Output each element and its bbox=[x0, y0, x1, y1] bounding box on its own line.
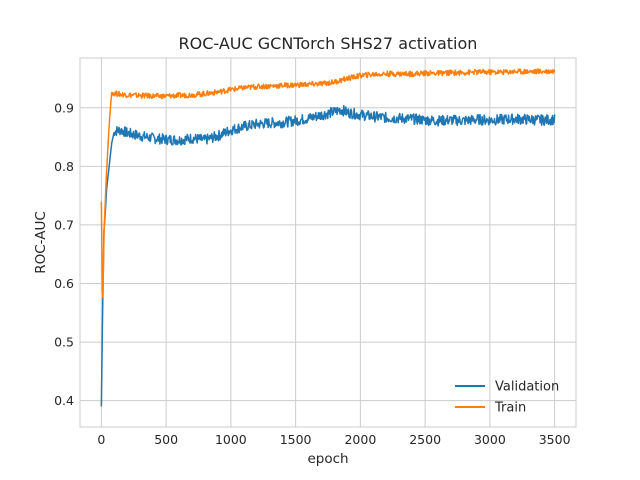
legend: Validation Train bbox=[455, 380, 559, 416]
legend-label-train: Train bbox=[494, 401, 526, 416]
y-tick-label: 0.8 bbox=[54, 159, 74, 174]
y-tick-label: 0.4 bbox=[54, 393, 74, 408]
series-line-validation bbox=[100, 105, 556, 407]
x-tick-label: 0 bbox=[97, 432, 105, 447]
x-tick-label: 1000 bbox=[215, 432, 247, 447]
x-tick-label: 3500 bbox=[539, 432, 571, 447]
series-line-train bbox=[100, 68, 556, 299]
x-tick-label: 500 bbox=[154, 432, 178, 447]
y-tick-label: 0.5 bbox=[54, 335, 74, 350]
chart-title: ROC-AUC GCNTorch SHS27 activation bbox=[179, 34, 478, 53]
x-tick-label: 1500 bbox=[280, 432, 312, 447]
x-tick-label: 2000 bbox=[344, 432, 376, 447]
x-tick-label: 2500 bbox=[409, 432, 441, 447]
tick-labels: 0 500 1000 1500 2000 2500 3000 3500 0.4 0.5 0.6 0.7… bbox=[54, 100, 570, 447]
plot-frame bbox=[79, 57, 577, 428]
y-axis-label: ROC-AUC bbox=[33, 211, 49, 274]
series-layer bbox=[100, 68, 556, 407]
x-axis-label: epoch bbox=[307, 451, 348, 467]
y-tick-label: 0.7 bbox=[54, 217, 74, 232]
legend-label-validation: Validation bbox=[495, 380, 559, 395]
x-tick-label: 3000 bbox=[474, 432, 506, 447]
y-tick-label: 0.9 bbox=[54, 100, 74, 115]
y-tick-label: 0.6 bbox=[54, 276, 74, 291]
